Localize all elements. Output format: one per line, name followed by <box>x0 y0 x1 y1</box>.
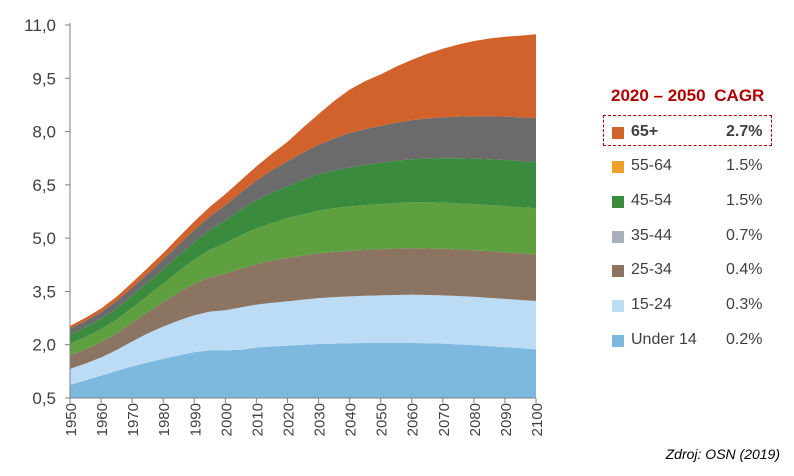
legend-swatch <box>612 231 624 243</box>
legend-item-under-14: Under 14 0.2% <box>610 329 780 353</box>
legend-cagr: 0.3% <box>726 296 763 313</box>
x-tick-label: 2000 <box>218 403 235 436</box>
y-tick-label: 8,0 <box>32 123 56 142</box>
area-series-55-64 <box>70 116 536 335</box>
area-series-15-24 <box>70 294 536 385</box>
x-tick-label: 2090 <box>498 403 515 436</box>
x-axis-tick-labels: 1950 1960 1970 1980 1990 2000 2010 2020 2030 2040… <box>63 398 546 436</box>
area-series-65-plus <box>70 34 536 329</box>
legend-cagr: 1.5% <box>726 157 763 174</box>
legend-label: 65+ <box>631 123 659 140</box>
x-tick-label: 1950 <box>63 403 80 436</box>
legend-item-35-44: 35-44 0.7% <box>610 225 780 249</box>
x-tick-label: 2080 <box>467 403 484 436</box>
source-note: Zdroj: OSN (2019) <box>665 446 780 462</box>
x-tick-label: 2050 <box>374 403 391 436</box>
legend-cagr: 2.7% <box>726 123 763 140</box>
x-tick-label: 2100 <box>529 403 546 436</box>
legend-swatch <box>612 265 624 277</box>
legend-title: 2020 – 2050 CAGR <box>611 86 764 106</box>
legend-swatch <box>612 196 624 208</box>
area-series-35-44 <box>70 202 536 356</box>
x-tick-label: 2010 <box>249 403 266 436</box>
area-series-25-34 <box>70 248 536 369</box>
legend-title-cagr: CAGR <box>714 86 765 105</box>
y-tick-label: 5,0 <box>32 229 56 248</box>
legend-item-65-plus: 65+ 2.7% <box>610 121 780 145</box>
legend-label: Under 14 <box>631 331 697 348</box>
x-tick-label: 2020 <box>280 403 297 436</box>
legend-label: 25-34 <box>631 261 672 278</box>
legend-cagr: 0.2% <box>726 331 763 348</box>
y-tick-label: 11,0 <box>24 16 56 35</box>
legend-cagr: 0.4% <box>726 261 763 278</box>
legend-swatch <box>612 300 624 312</box>
legend-cagr: 0.7% <box>726 227 763 244</box>
x-tick-label: 1970 <box>125 403 142 436</box>
y-tick-label: 0,5 <box>32 389 56 408</box>
x-tick-label: 2040 <box>343 403 360 436</box>
legend-item-15-24: 15-24 0.3% <box>610 294 780 318</box>
x-tick-label: 2070 <box>436 403 453 436</box>
legend-swatch <box>612 161 624 173</box>
legend-title-period: 2020 – 2050 <box>611 86 706 105</box>
legend-cagr: 1.5% <box>726 192 763 209</box>
legend-label: 35-44 <box>631 227 672 244</box>
x-tick-label: 2030 <box>312 403 329 436</box>
legend-label: 15-24 <box>631 296 672 313</box>
y-tick-label: 2,0 <box>32 336 56 355</box>
legend-swatch <box>612 127 624 139</box>
legend-item-25-34: 25-34 0.4% <box>610 259 780 283</box>
x-tick-label: 1990 <box>187 403 204 436</box>
legend-item-45-54: 45-54 1.5% <box>610 190 780 214</box>
chart-axes <box>69 23 536 399</box>
area-series-group <box>70 34 536 398</box>
legend-highlight-box <box>603 115 772 146</box>
area-series-45-54 <box>70 158 536 344</box>
y-tick-label: 9,5 <box>32 69 56 88</box>
legend-item-55-64: 55-64 1.5% <box>610 155 780 179</box>
y-tick-label: 3,5 <box>32 282 56 301</box>
legend-swatch <box>612 335 624 347</box>
x-tick-label: 1960 <box>94 403 111 436</box>
x-tick-label: 2060 <box>405 403 422 436</box>
legend-label: 55-64 <box>631 157 672 174</box>
y-axis-tick-labels: 0,5 2,0 3,5 5,0 6,5 8,0 9,5 11,0 <box>24 16 70 408</box>
legend-label: 45-54 <box>631 192 672 209</box>
y-tick-label: 6,5 <box>32 176 56 195</box>
area-series-under-14 <box>70 342 536 398</box>
x-tick-label: 1980 <box>156 403 173 436</box>
